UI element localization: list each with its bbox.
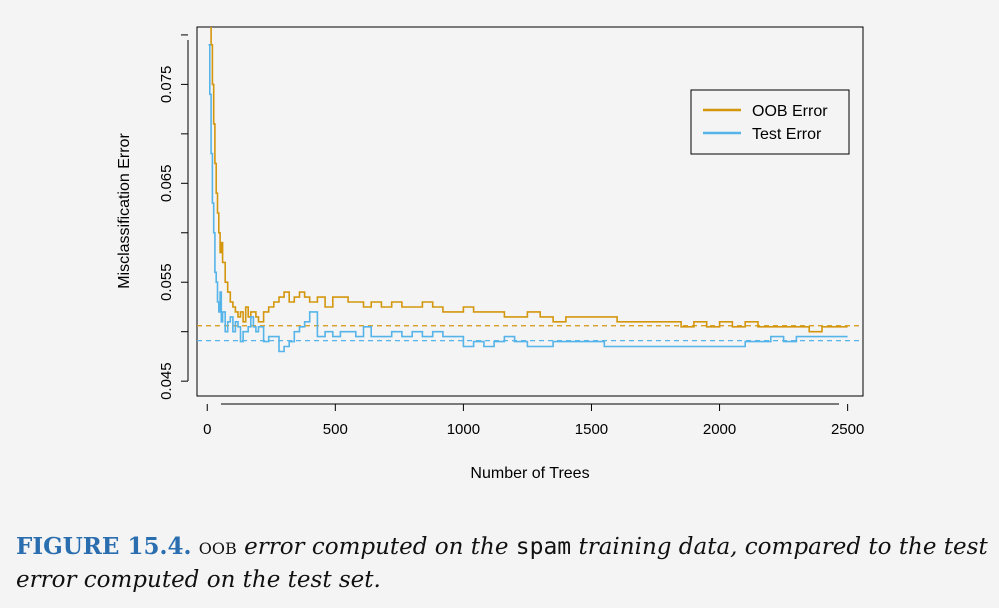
legend-label-oob: OOB Error — [752, 103, 828, 120]
x-tick-label-0: 0 — [203, 421, 211, 438]
x-axis-ticks: 0 500 1000 1500 2000 2500 — [203, 404, 864, 438]
y-axis-ticks: 0.045 0.055 0.065 0.075 — [158, 34, 188, 400]
y-tick-label-4: 0.065 — [158, 165, 175, 203]
misclassification-chart: 0.045 0.055 0.065 0.075 0 500 1000 1500 2000 250… — [116, 26, 864, 482]
y-axis-label: Misclassification Error — [116, 133, 133, 289]
y-tick-label-2: 0.055 — [158, 263, 175, 301]
x-tick-label-2: 1000 — [447, 421, 480, 438]
y-tick-label-6: 0.075 — [158, 66, 175, 104]
figure-caption: FIGURE 15.4. oob error computed on the s… — [16, 530, 991, 597]
x-tick-label-3: 1500 — [575, 421, 608, 438]
caption-oob: oob — [198, 534, 237, 560]
caption-code: spam — [515, 534, 572, 560]
series-line-1 — [208, 44, 848, 353]
series-line-0 — [210, 27, 848, 333]
x-tick-label-1: 500 — [323, 421, 348, 438]
x-axis-label: Number of Trees — [470, 465, 589, 482]
caption-text-1: error computed on the — [244, 534, 509, 560]
legend-label-test: Test Error — [752, 126, 822, 143]
figure-label: FIGURE 15.4. — [16, 533, 192, 560]
x-tick-label-5: 2500 — [831, 421, 864, 438]
x-tick-label-4: 2000 — [703, 421, 736, 438]
asymptote-lines — [197, 325, 863, 342]
caption-text-2: training data, compared to the test erro… — [16, 534, 988, 593]
legend-box — [690, 89, 850, 155]
plot-frame — [196, 26, 864, 397]
series-lines — [208, 27, 848, 353]
legend: OOB Error Test Error — [690, 89, 850, 155]
y-tick-label-0: 0.045 — [158, 362, 175, 400]
